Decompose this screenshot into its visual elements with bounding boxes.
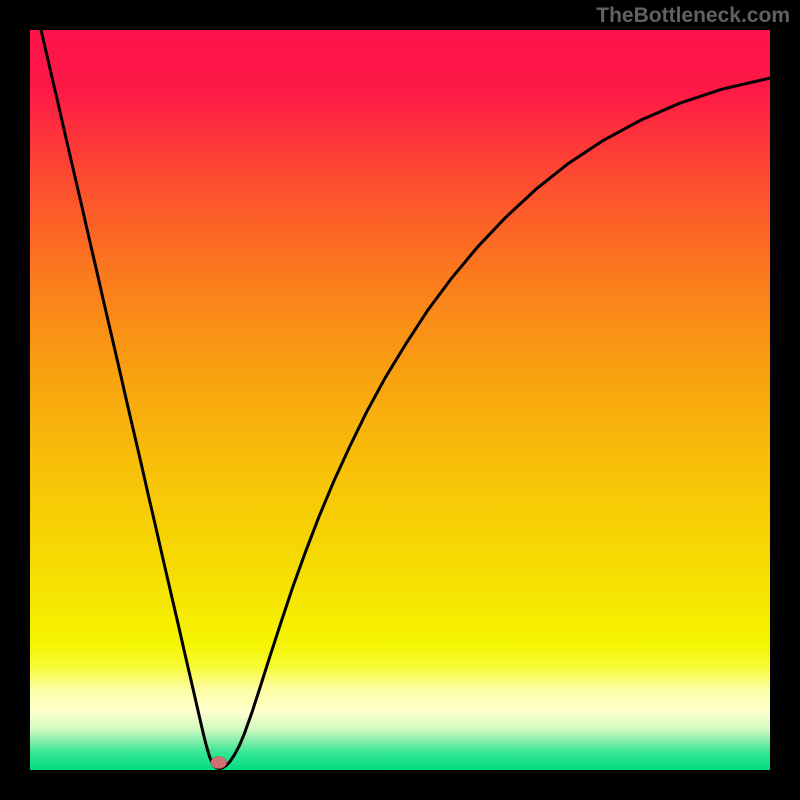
watermark-text: TheBottleneck.com	[596, 4, 790, 28]
chart-svg	[30, 30, 770, 770]
minimum-marker	[211, 757, 227, 769]
chart-container: TheBottleneck.com	[0, 0, 800, 800]
plot-area	[30, 30, 770, 770]
gradient-background	[30, 30, 770, 770]
